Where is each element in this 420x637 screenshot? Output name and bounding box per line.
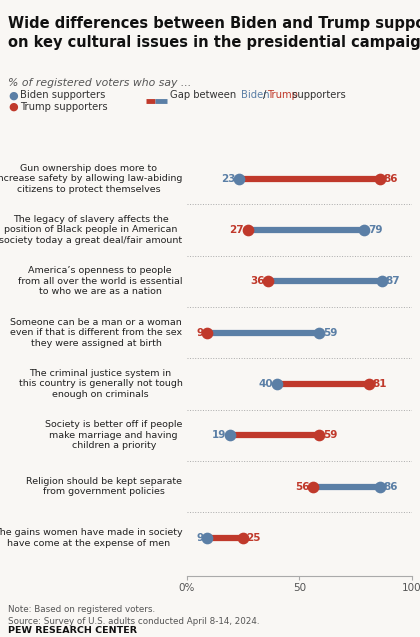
Text: The legacy of slavery affects the
position of Black people in American
society t: The legacy of slavery affects the positi… (0, 215, 182, 245)
Text: 81: 81 (372, 379, 387, 389)
Text: /: / (263, 90, 266, 101)
Text: 86: 86 (383, 174, 398, 183)
Text: Biden: Biden (241, 90, 270, 101)
Text: 27: 27 (230, 225, 244, 235)
Point (265, 276, 271, 287)
Text: 19: 19 (212, 431, 226, 440)
Text: 9: 9 (197, 533, 204, 543)
Point (273, 379, 280, 389)
Text: America’s openness to people
from all over the world is essential
to who we are : America’s openness to people from all ov… (18, 266, 182, 296)
Text: PEW RESEARCH CENTER: PEW RESEARCH CENTER (8, 626, 137, 634)
Text: 87: 87 (386, 276, 400, 286)
Text: Trump: Trump (267, 90, 298, 101)
Text: Gun ownership does more to
increase safety by allowing law-abiding
citizens to p: Gun ownership does more to increase safe… (0, 164, 182, 194)
Text: 23: 23 (221, 174, 235, 183)
Text: Note: Based on registered voters.
Source: Survey of U.S. adults conducted April : Note: Based on registered voters. Source… (8, 605, 260, 626)
Point (310, 482, 316, 492)
Text: Religion should be kept separate
from government policies: Religion should be kept separate from go… (26, 477, 182, 496)
Point (204, 327, 210, 338)
Point (244, 225, 251, 235)
Text: 79: 79 (368, 225, 382, 235)
Text: 40: 40 (259, 379, 273, 389)
Text: 56: 56 (295, 482, 310, 492)
Point (379, 276, 386, 287)
Text: Wide differences between Biden and Trump supporters
on key cultural issues in th: Wide differences between Biden and Trump… (8, 16, 420, 50)
Text: 86: 86 (383, 482, 398, 492)
Text: % of registered voters who say ...: % of registered voters who say ... (8, 78, 192, 88)
Point (235, 173, 242, 183)
Text: Society is better off if people
make marriage and having
children a priority: Society is better off if people make mar… (45, 420, 182, 450)
Point (226, 430, 233, 440)
Text: 25: 25 (247, 533, 261, 543)
Text: Trump supporters: Trump supporters (20, 102, 108, 112)
Text: 36: 36 (250, 276, 265, 286)
Text: 59: 59 (323, 431, 337, 440)
Point (365, 379, 372, 389)
Point (316, 327, 323, 338)
Point (377, 482, 383, 492)
Text: Someone can be a man or a woman
even if that is different from the sex
they were: Someone can be a man or a woman even if … (10, 318, 182, 348)
Point (316, 430, 323, 440)
Text: The gains women have made in society
have come at the expense of men: The gains women have made in society hav… (0, 528, 182, 548)
Text: Gap between: Gap between (170, 90, 239, 101)
Point (204, 533, 210, 543)
Text: Biden supporters: Biden supporters (20, 90, 105, 101)
Text: 59: 59 (323, 327, 337, 338)
Point (377, 173, 383, 183)
Text: ●: ● (8, 102, 18, 112)
Point (361, 225, 368, 235)
Text: 9: 9 (197, 327, 204, 338)
Point (240, 533, 247, 543)
Text: The criminal justice system in
this country is generally not tough
enough on cri: The criminal justice system in this coun… (18, 369, 182, 399)
Text: ●: ● (8, 90, 18, 101)
Text: supporters: supporters (289, 90, 346, 101)
